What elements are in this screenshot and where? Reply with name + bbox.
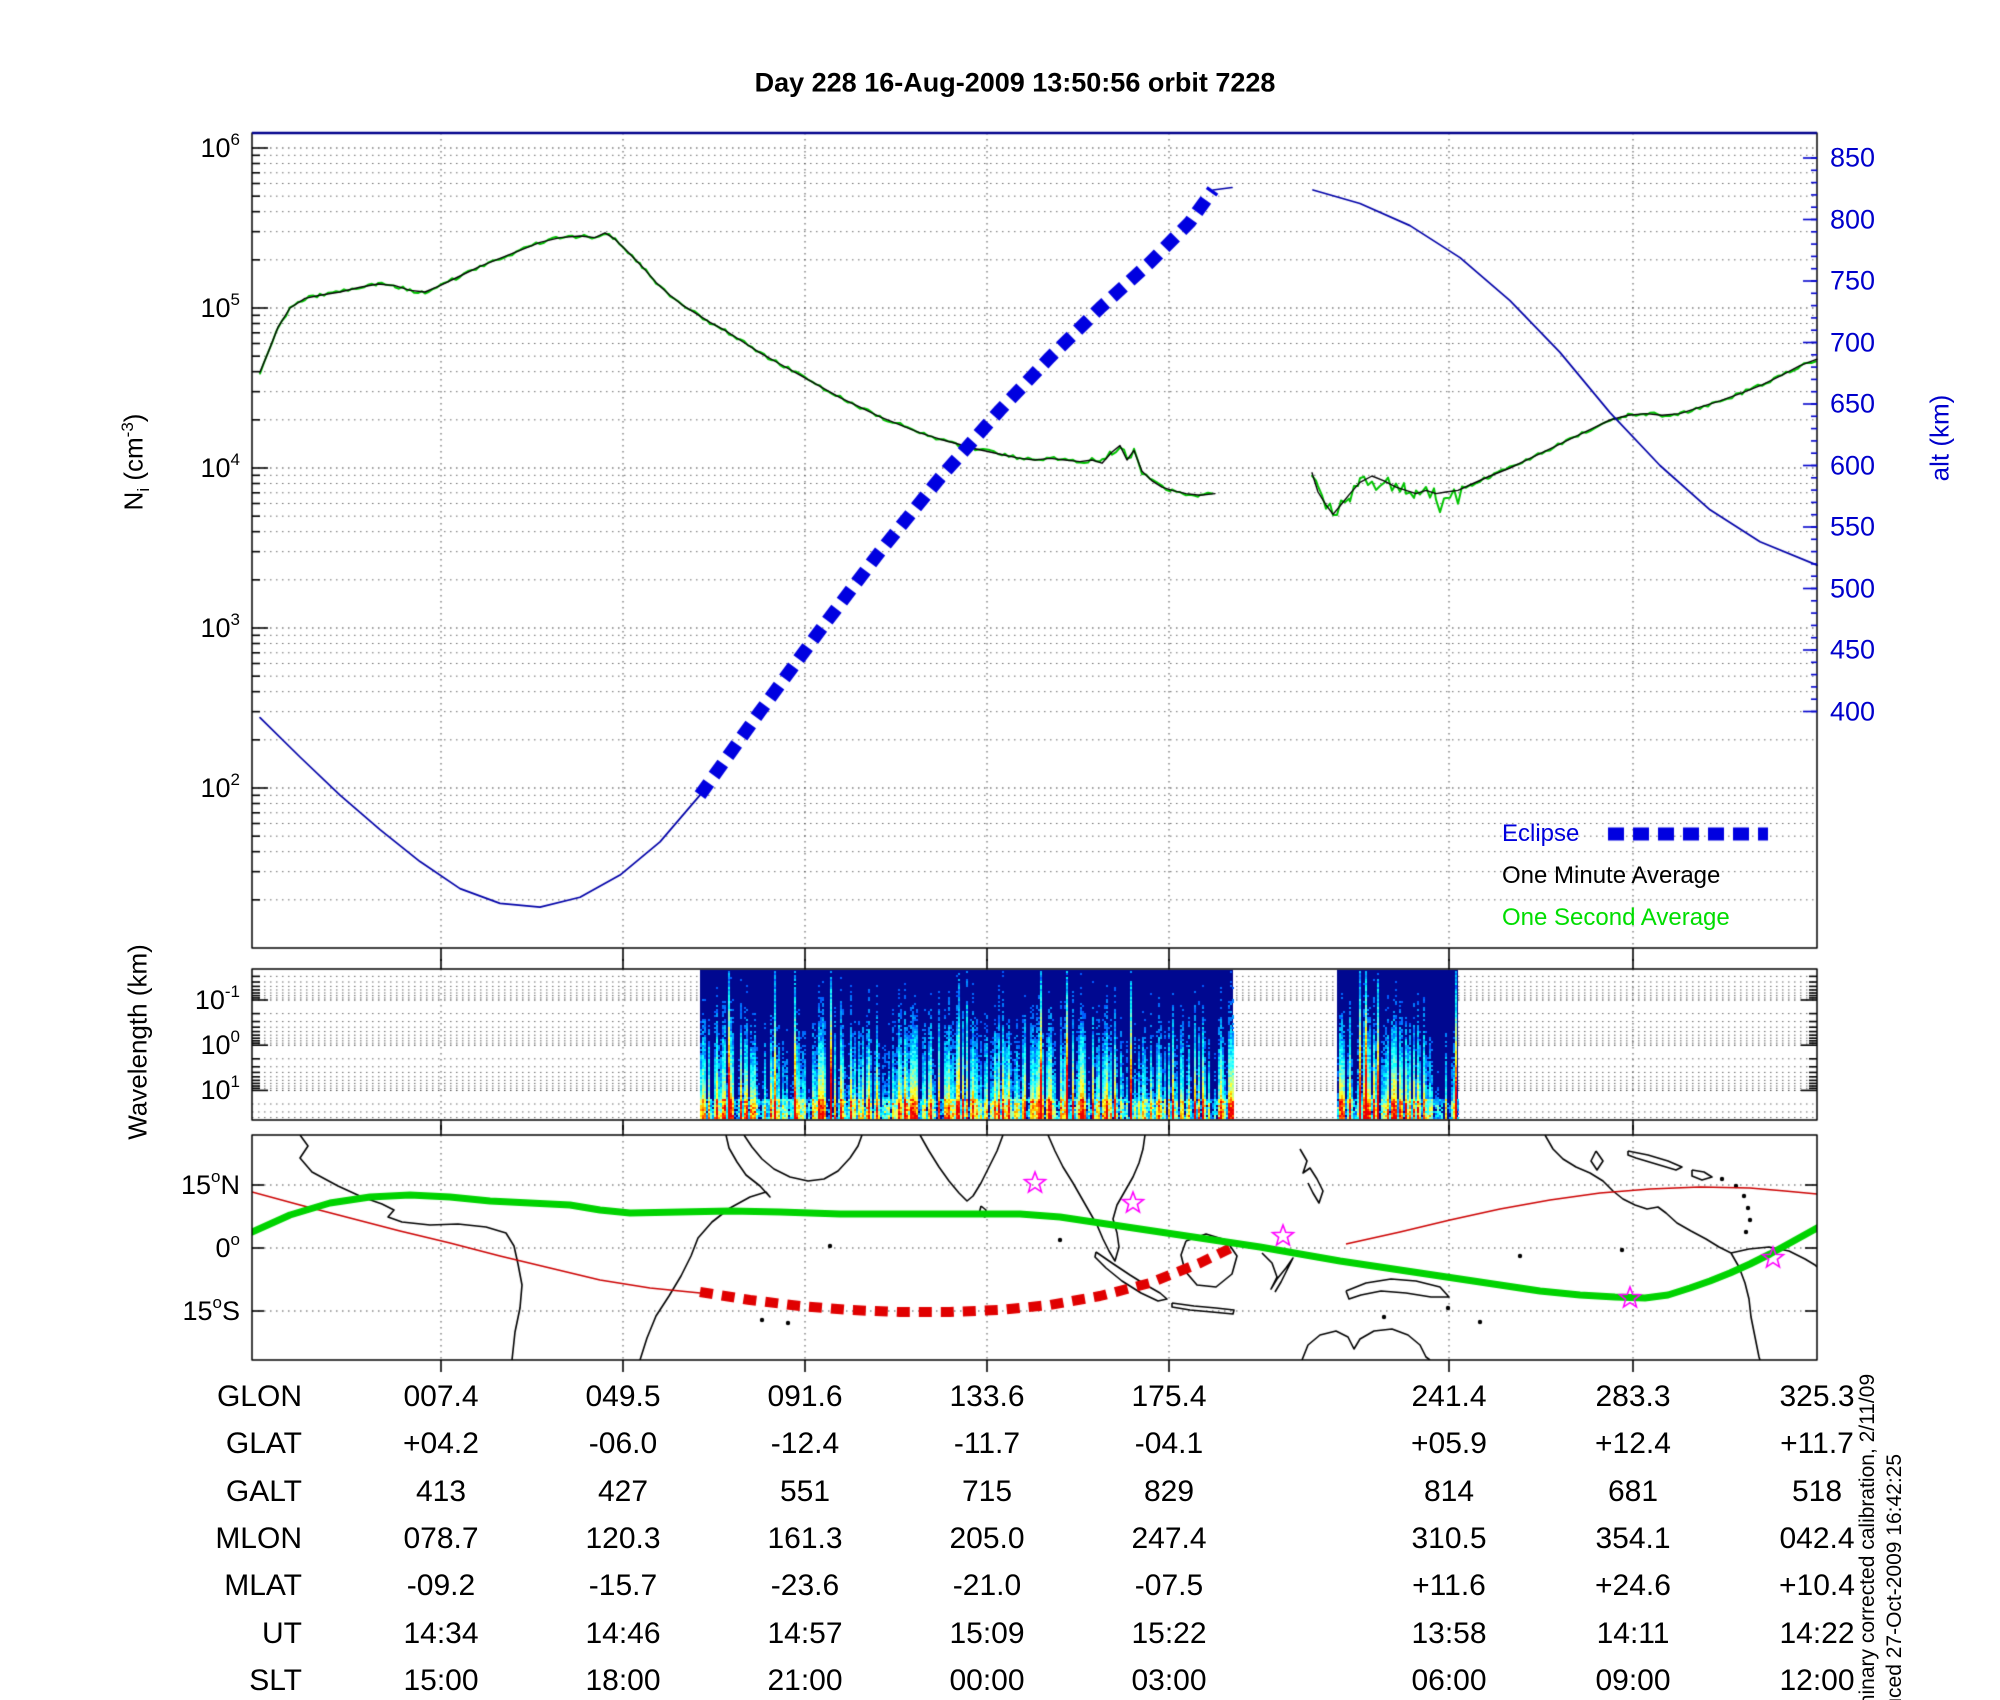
footer-note: Preliminary corrected calibration, 2/11/… [1854, 1374, 1908, 1700]
table-cell: 091.6 [767, 1380, 843, 1413]
table-cell: +05.9 [1411, 1427, 1487, 1461]
table-cell: 247.4 [1131, 1521, 1207, 1555]
table-cell: +12.4 [1595, 1427, 1671, 1461]
table-cell: -12.4 [770, 1427, 840, 1461]
legend-eclipse-label: Eclipse [1502, 820, 1580, 847]
table-cell: 518 [1791, 1474, 1843, 1508]
table-cell: 161.3 [767, 1521, 843, 1555]
table-cell: 413 [415, 1474, 467, 1508]
table-cell: 007.4 [403, 1380, 479, 1413]
table-cell: 00:00 [949, 1663, 1025, 1697]
table-cell: 03:00 [1131, 1663, 1207, 1697]
table-cell: -21.0 [952, 1569, 1022, 1603]
table-cell: 09:00 [1595, 1663, 1671, 1697]
table-cell: 681 [1607, 1474, 1659, 1508]
altitude-tick-label: 400 [1830, 696, 1876, 726]
table-cell: 12:00 [1779, 1663, 1855, 1697]
table-cell: -11.7 [953, 1427, 1021, 1461]
table-row-label: MLAT [224, 1569, 302, 1603]
table-row-label: UT [262, 1616, 302, 1650]
table-cell: 14:46 [585, 1616, 661, 1650]
table-cell: 551 [779, 1474, 831, 1508]
table-cell: 18:00 [585, 1663, 661, 1697]
table-cell: 15:00 [403, 1663, 479, 1697]
altitude-tick-label: 850 [1830, 142, 1876, 173]
density-axis-label: Ni (cm-3) [118, 413, 153, 511]
table-cell: 120.3 [585, 1521, 661, 1555]
table-cell: 14:57 [767, 1616, 843, 1650]
altitude-tick-label: 700 [1830, 327, 1876, 357]
table-cell: 715 [961, 1474, 1013, 1508]
table-cell: -23.6 [770, 1569, 840, 1603]
wavelength-axis-label: Wavelength (km) [122, 944, 153, 1140]
table-cell: 042.4 [1779, 1521, 1855, 1555]
table-cell: 241.4 [1411, 1380, 1487, 1413]
table-cell: 078.7 [403, 1521, 479, 1555]
altitude-tick-label: 750 [1830, 265, 1876, 296]
density-tick-label: 104 [200, 450, 240, 483]
altitude-tick-label: 450 [1830, 634, 1876, 665]
table-cell: 133.6 [949, 1380, 1025, 1413]
table-row-label: GLAT [225, 1427, 302, 1461]
altitude-axis-label: alt (km) [1924, 394, 1955, 482]
table-row-label: MLON [215, 1521, 302, 1555]
page-title: Day 228 16-Aug-2009 13:50:56 orbit 7228 [754, 67, 1276, 98]
table-cell: 15:22 [1131, 1616, 1207, 1650]
latitude-tick-label: 0o [215, 1230, 241, 1263]
density-tick-label: 105 [200, 290, 240, 323]
altitude-tick-label: 500 [1830, 573, 1876, 603]
table-cell: 049.5 [585, 1380, 661, 1413]
table-cell: 354.1 [1595, 1521, 1671, 1555]
table-cell: 15:09 [949, 1616, 1025, 1650]
table-cell: +11.7 [1780, 1427, 1854, 1461]
altitude-tick-label: 800 [1830, 204, 1876, 234]
table-cell: 205.0 [949, 1521, 1025, 1555]
altitude-tick-label: 550 [1830, 511, 1876, 542]
latitude-tick-label: 15oS [182, 1293, 240, 1326]
footer-line-2: Produced 27-Oct-2009 16:42:25 [1883, 1453, 1906, 1700]
table-cell: +24.6 [1595, 1569, 1671, 1603]
legend-one-minute-label: One Minute Average [1502, 862, 1721, 889]
density-tick-label: 103 [200, 610, 240, 643]
table-cell: 21:00 [767, 1663, 843, 1697]
table-cell: +11.6 [1412, 1569, 1486, 1603]
legend-one-second-label: One Second Average [1502, 904, 1730, 931]
table-cell: 14:34 [403, 1616, 479, 1650]
table-cell: -04.1 [1134, 1427, 1204, 1461]
table-row-label: SLT [249, 1663, 302, 1697]
wavelength-tick-label: 10-1 [194, 982, 240, 1015]
table-cell: -15.7 [588, 1569, 658, 1603]
table-cell: 14:11 [1596, 1616, 1670, 1650]
footer-line-1: Preliminary corrected calibration, 2/11/… [1856, 1373, 1879, 1700]
table-cell: -06.0 [588, 1427, 658, 1461]
table-cell: 06:00 [1411, 1663, 1487, 1697]
table-cell: +04.2 [403, 1427, 479, 1461]
density-tick-label: 106 [200, 130, 240, 163]
table-cell: 814 [1423, 1474, 1475, 1508]
table-cell: +10.4 [1779, 1569, 1855, 1603]
latitude-tick-label: 15oN [180, 1167, 240, 1200]
table-cell: 325.3 [1779, 1380, 1855, 1413]
table-cell: -07.5 [1134, 1569, 1204, 1603]
table-cell: 175.4 [1131, 1380, 1207, 1413]
table-cell: 283.3 [1595, 1380, 1671, 1413]
table-cell: 829 [1143, 1474, 1195, 1508]
table-cell: 14:22 [1779, 1616, 1855, 1650]
table-cell: 310.5 [1411, 1521, 1487, 1555]
wavelength-tick-label: 101 [200, 1072, 240, 1106]
table-cell: 427 [597, 1474, 649, 1508]
table-cell: -09.2 [406, 1569, 476, 1603]
wavelength-tick-label: 100 [200, 1027, 240, 1061]
altitude-tick-label: 600 [1830, 450, 1876, 480]
altitude-tick-label: 650 [1830, 388, 1876, 419]
density-tick-label: 102 [200, 770, 240, 803]
table-cell: 13:58 [1411, 1616, 1487, 1650]
table-row-label: GALT [225, 1474, 302, 1508]
table-row-label: GLON [216, 1380, 302, 1413]
